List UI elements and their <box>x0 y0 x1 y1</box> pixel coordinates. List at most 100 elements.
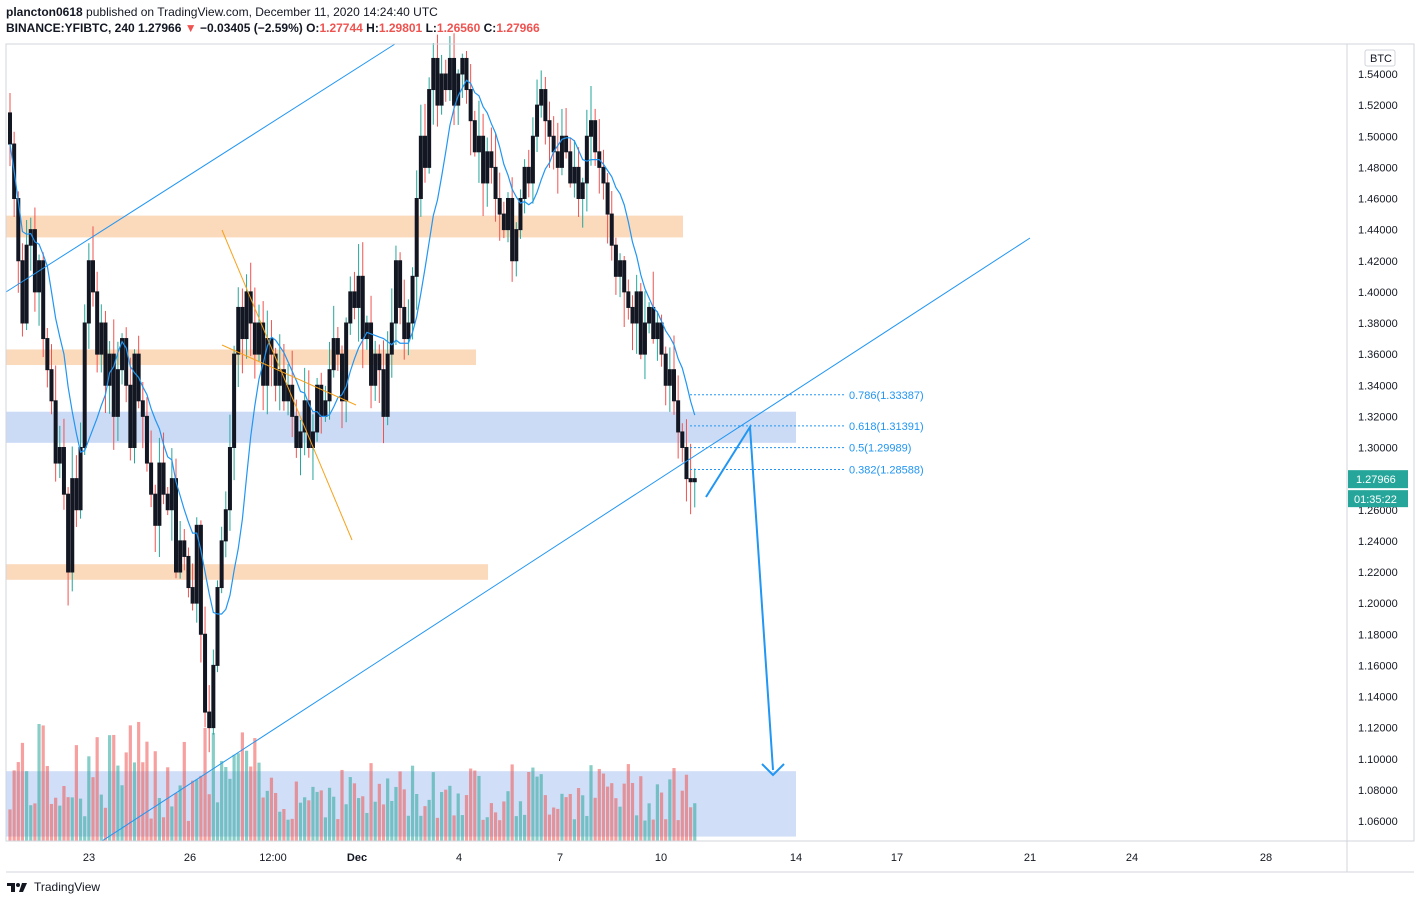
volume-bar <box>506 791 510 841</box>
volume-bar <box>394 786 398 841</box>
y-tick-label: 1.42000 <box>1358 256 1398 268</box>
candle-body <box>526 166 531 184</box>
volume-bar <box>572 819 576 841</box>
volume-bar <box>523 814 527 841</box>
candle-body <box>518 198 523 231</box>
low-value: 1.26560 <box>436 21 481 35</box>
candle-body <box>530 135 535 184</box>
candle-body <box>24 244 29 324</box>
volume-bar <box>431 772 435 841</box>
volume-bar <box>535 776 539 841</box>
candle-body <box>559 135 564 168</box>
candle-body <box>667 369 672 386</box>
lower-trend-line <box>101 237 1031 842</box>
candle-body <box>485 151 490 184</box>
candle-body <box>688 478 693 483</box>
drawings-layer: 0.786(1.33387) 0.618(1.31391) 0.5(1.29989)… <box>5 43 1031 842</box>
candle-body <box>49 369 54 402</box>
volume-bar <box>174 793 178 841</box>
candle-body <box>174 478 178 573</box>
candle-body <box>66 493 71 573</box>
candle-body <box>364 322 369 340</box>
volume-bar <box>137 721 141 841</box>
y-tick-label: 1.12000 <box>1358 723 1398 735</box>
zone-blue <box>6 411 796 443</box>
volume-bar <box>564 797 568 841</box>
volume-bar <box>87 756 91 841</box>
footer-brand[interactable]: TradingView <box>6 880 100 894</box>
candle-body <box>647 306 652 324</box>
candle-body <box>618 260 623 277</box>
volume-bar <box>311 786 315 841</box>
volume-bar <box>70 797 74 841</box>
volume-bar <box>220 760 224 841</box>
candle-body <box>393 260 398 324</box>
volume-bar <box>108 735 112 841</box>
candle-body <box>240 306 245 340</box>
x-tick-label: 17 <box>891 852 903 864</box>
volume-bar <box>365 812 369 841</box>
currency-label: BTC <box>1370 53 1392 65</box>
fib-level-label: 0.382(1.28588) <box>849 464 924 476</box>
volume-bar <box>601 773 606 841</box>
candle-body <box>572 166 577 184</box>
candle-body <box>651 306 656 340</box>
candle-body <box>427 89 432 168</box>
candle-body <box>99 322 104 355</box>
candle-body <box>601 166 606 184</box>
candle-body <box>622 260 627 293</box>
x-tick-label: 21 <box>1024 852 1036 864</box>
candle-body <box>248 291 253 324</box>
candle-body <box>547 120 552 137</box>
candle-body <box>389 322 394 355</box>
price-change: −0.03405 (−2.59%) <box>200 21 303 35</box>
candle-body <box>8 112 12 145</box>
candle-body <box>402 306 407 340</box>
candle-body <box>489 151 494 168</box>
candle-body <box>464 57 469 91</box>
open-label: O: <box>306 21 320 35</box>
volume-bar <box>568 793 572 841</box>
candle-body <box>261 322 266 386</box>
volume-bar <box>327 787 332 841</box>
candle-body <box>165 493 170 511</box>
candle-body <box>236 306 241 355</box>
candle-body <box>306 400 311 448</box>
candle-body <box>57 447 62 464</box>
last-price-box <box>1348 470 1408 489</box>
volume-bar <box>323 817 327 841</box>
candle-body <box>580 182 585 199</box>
candle-body <box>232 353 237 448</box>
volume-bar <box>66 797 70 841</box>
volume-bar <box>514 816 518 841</box>
volume-bar <box>124 752 128 841</box>
candle-body <box>53 400 58 464</box>
candle-body <box>481 135 486 184</box>
candle-body <box>510 198 515 262</box>
candle-body <box>385 353 390 417</box>
candle-body <box>128 384 133 448</box>
volume-bar <box>576 788 581 841</box>
candle-body <box>20 260 25 324</box>
volume-bar <box>315 791 319 841</box>
volume-bar <box>62 785 66 841</box>
candle-body <box>360 275 365 340</box>
volume-bar <box>195 779 199 841</box>
candle-body <box>227 447 232 511</box>
volume-bar <box>278 811 282 841</box>
candle-body <box>190 587 195 604</box>
author-name[interactable]: plancton0618 <box>6 5 83 19</box>
published-text: published on TradingView.com, December 1… <box>86 5 438 19</box>
candle-body <box>144 415 149 464</box>
candle-body <box>522 166 527 199</box>
volume-bar <box>49 803 54 841</box>
symbol-label[interactable]: BINANCE:YFIBTC, 240 <box>6 21 135 35</box>
candle-body <box>638 291 643 355</box>
volume-bar <box>253 738 257 841</box>
candle-body <box>568 151 573 184</box>
x-tick-label: 14 <box>790 852 802 864</box>
candle-body <box>153 493 158 526</box>
candle-body <box>115 369 120 417</box>
candle-body <box>630 306 635 324</box>
